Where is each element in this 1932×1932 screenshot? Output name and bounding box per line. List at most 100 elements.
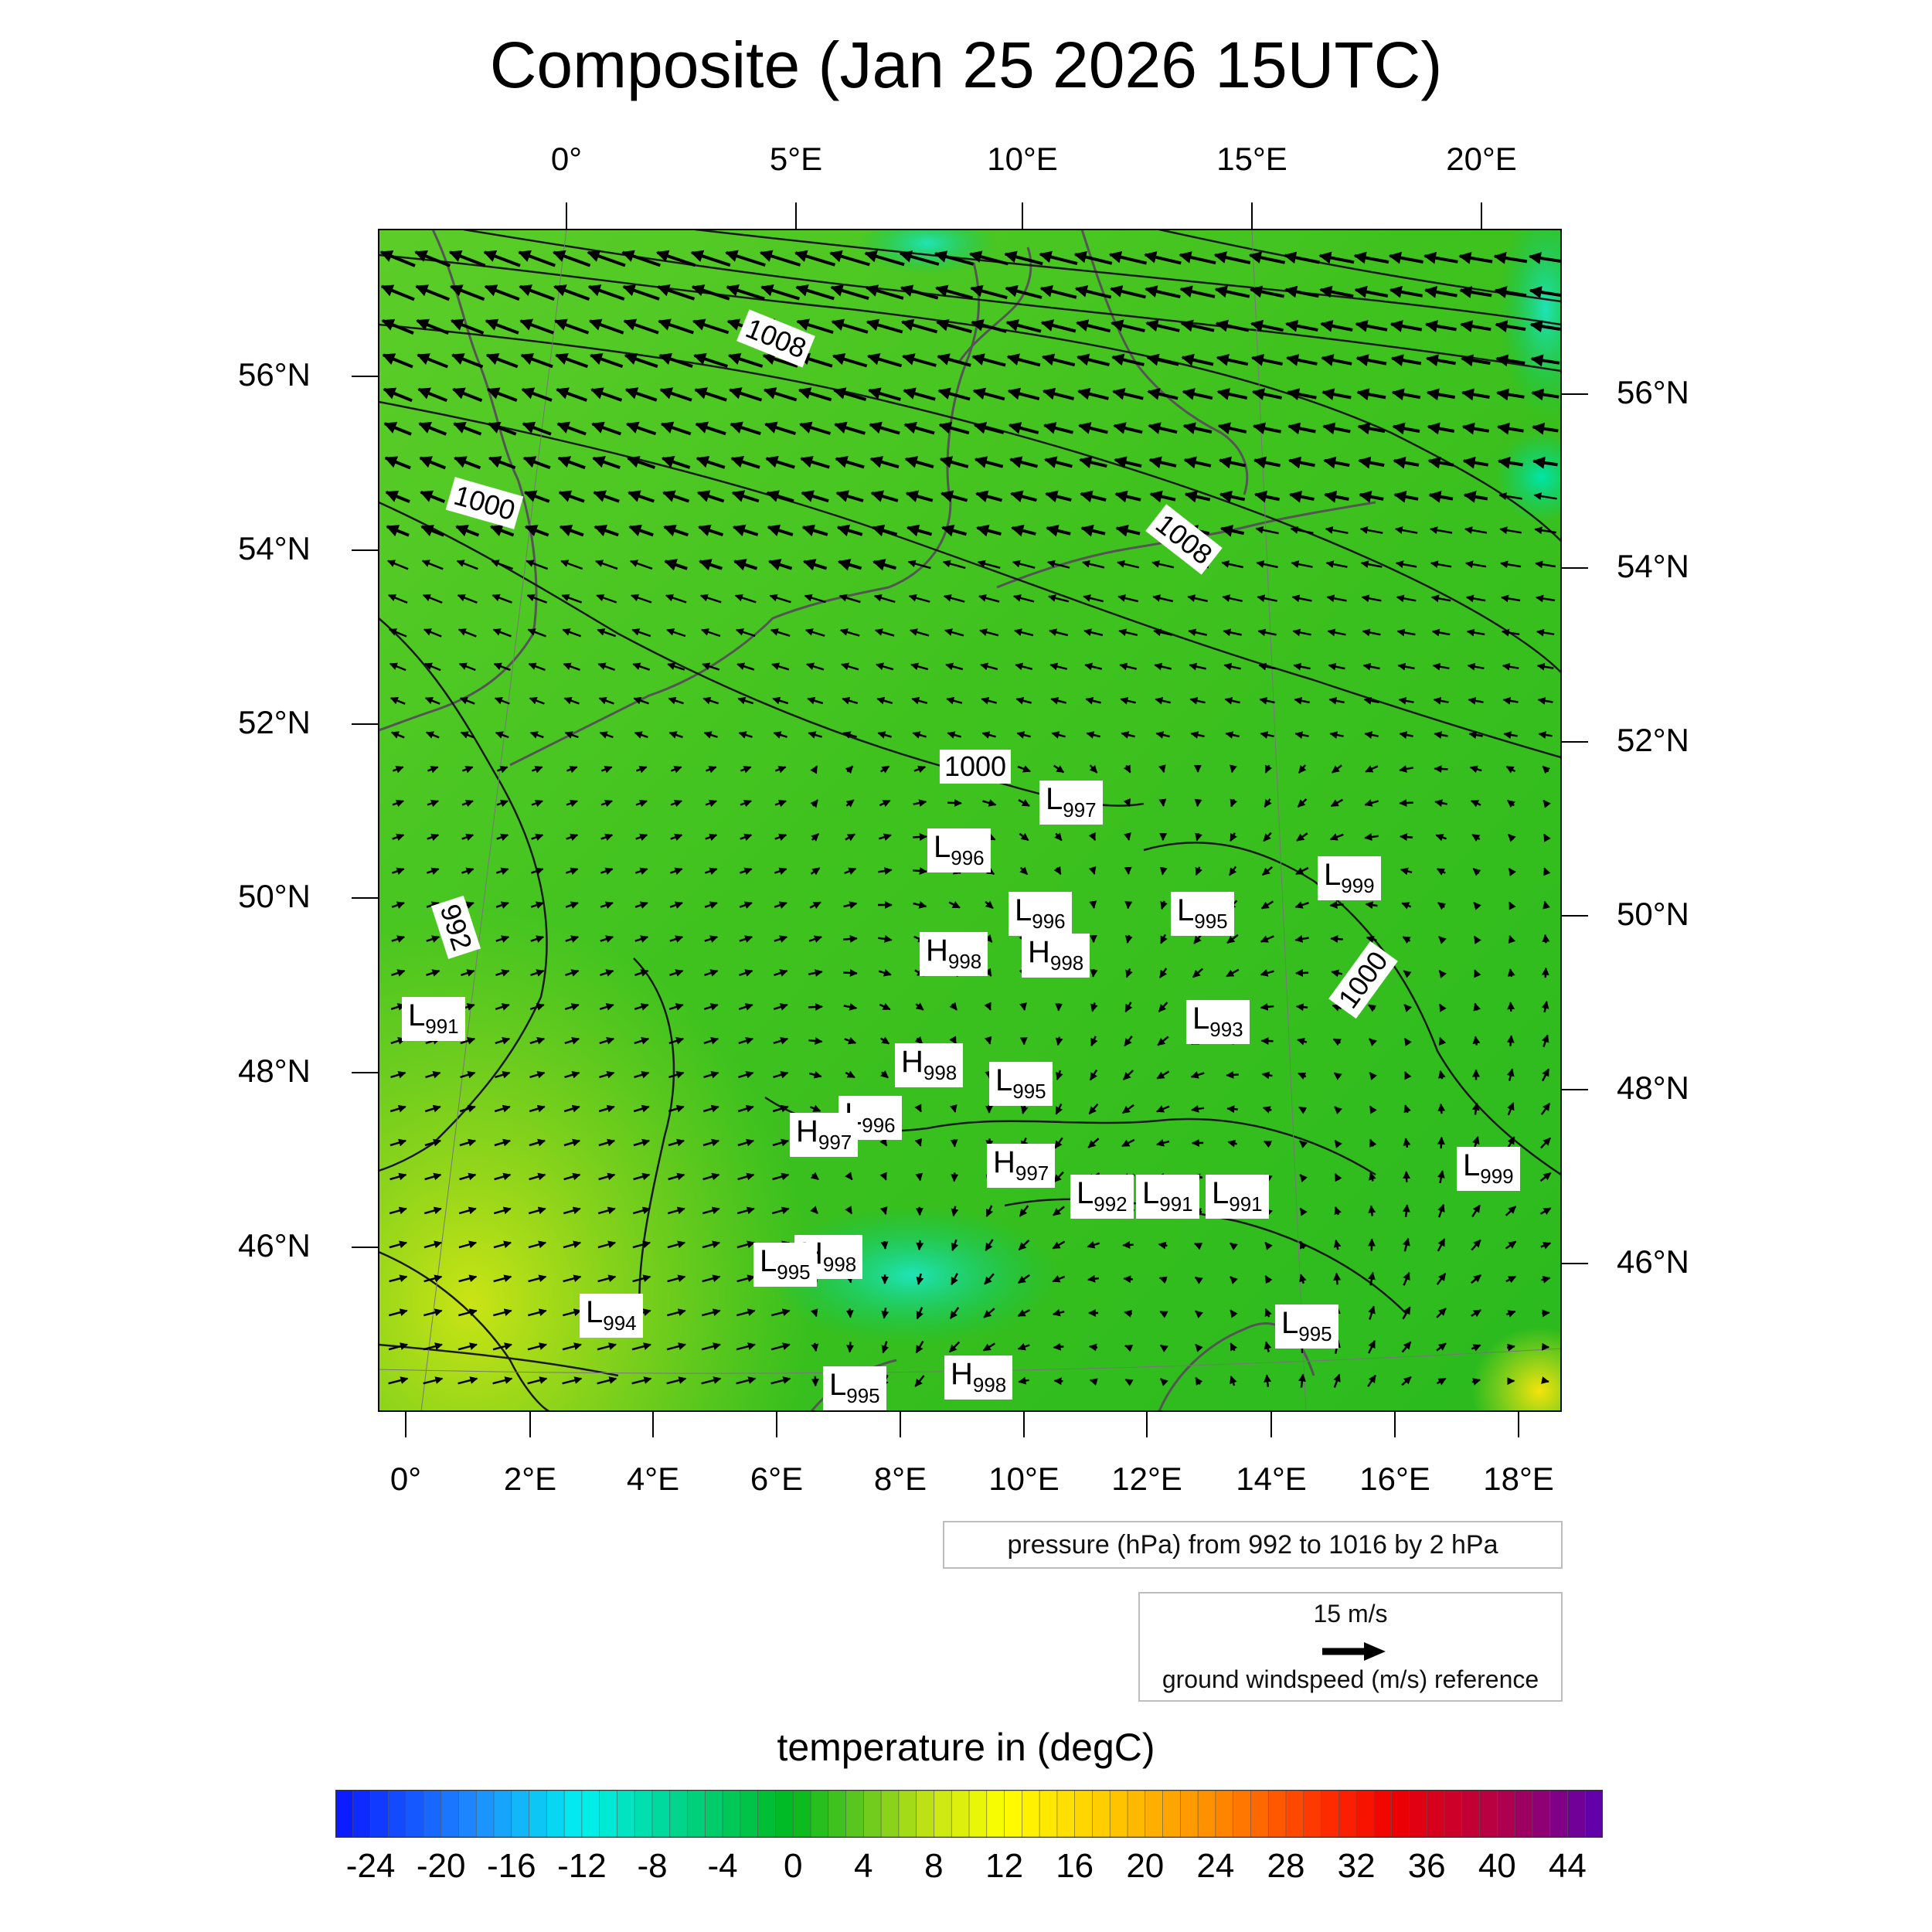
colorbar-cell <box>1303 1790 1322 1838</box>
wind-vector-arrow <box>984 968 992 977</box>
bottom-lon-label: 6°E <box>750 1461 804 1497</box>
wind-vector-arrow <box>1018 1376 1029 1385</box>
pressure-center-value: 999 <box>1341 874 1375 897</box>
colorbar-tick-label: 36 <box>1407 1847 1446 1885</box>
wind-vector-arrow <box>770 1376 791 1385</box>
wind-vector-arrow <box>1251 388 1283 400</box>
wind-vector-arrow <box>559 524 584 537</box>
wind-vector-arrow <box>1285 319 1318 332</box>
wind-vector-arrow <box>631 1376 652 1385</box>
wind-vector-arrow <box>1190 731 1205 739</box>
wind-vector-arrow <box>659 387 692 402</box>
wind-vector-arrow <box>1401 1376 1412 1386</box>
high-pressure-center: H998 <box>895 1043 964 1087</box>
wind-vector-arrow <box>1506 1343 1515 1352</box>
colorbar-cell <box>563 1790 583 1838</box>
wind-vector-arrow <box>701 1308 721 1317</box>
wind-vector-arrow <box>982 799 997 807</box>
wind-vector-arrow <box>590 387 623 402</box>
wind-vector-arrow <box>1079 456 1107 468</box>
bottom-lon-label: 14°E <box>1236 1461 1307 1497</box>
colorbar-tick-label: 44 <box>1548 1847 1587 1885</box>
wind-vector-arrow <box>1019 1002 1027 1011</box>
high-pressure-center: H998 <box>1022 934 1090 978</box>
wind-vector-arrow <box>1334 1139 1342 1148</box>
wind-vector-arrow <box>949 1307 960 1319</box>
wind-vector-arrow <box>1004 250 1043 266</box>
wind-vector-arrow <box>1179 285 1216 298</box>
wind-vector-arrow <box>668 1172 685 1181</box>
wind-vector-arrow <box>881 1308 889 1319</box>
wind-vector-arrow <box>972 387 1005 401</box>
wind-vector-arrow <box>495 1037 511 1045</box>
wind-vector-arrow <box>913 765 927 774</box>
wind-vector-arrow <box>1437 1170 1445 1184</box>
wind-vector-arrow <box>600 901 614 909</box>
wind-vector-arrow <box>1365 901 1378 910</box>
wind-vector-arrow <box>767 524 794 536</box>
wind-vector-arrow <box>1014 628 1034 637</box>
wind-vector-arrow <box>459 1138 477 1147</box>
colorbar-title: temperature in (degC) <box>777 1726 1155 1769</box>
colorbar-cell <box>1373 1790 1393 1838</box>
wind-vector-arrow <box>666 1376 687 1385</box>
wind-vector-arrow <box>937 353 971 367</box>
wind-vector-arrow <box>1297 1037 1308 1046</box>
wind-vector-arrow <box>492 628 512 638</box>
wind-vector-arrow <box>1471 1344 1481 1352</box>
wind-vector-arrow <box>1389 320 1423 332</box>
colorbar-cell <box>757 1790 777 1838</box>
pressure-center-letter: L <box>934 830 951 864</box>
wind-vector-arrow <box>1395 560 1417 569</box>
pressure-center-value: 998 <box>947 950 982 973</box>
wind-vector-arrow <box>489 525 515 537</box>
wind-vector-arrow <box>702 1240 721 1249</box>
pressure-center-letter: H <box>901 1045 923 1079</box>
wind-vector-arrow <box>1357 422 1386 435</box>
wind-vector-arrow <box>865 284 904 300</box>
wind-vector-arrow <box>523 490 550 503</box>
pressure-center-value: 995 <box>777 1260 811 1284</box>
wind-vector-arrow <box>383 422 412 436</box>
colorbar-cell <box>968 1790 988 1838</box>
wind-vector-arrow <box>391 935 406 943</box>
wind-vector-arrow <box>1152 594 1174 603</box>
colorbar-cell <box>1127 1790 1146 1838</box>
low-pressure-center: L991 <box>1206 1175 1269 1219</box>
wind-vector-arrow <box>1367 1374 1376 1387</box>
wind-vector-arrow <box>624 387 658 402</box>
wind-vector-arrow <box>634 935 649 943</box>
coastline-denmark <box>957 247 1032 364</box>
wind-vector-arrow <box>382 353 413 369</box>
wind-vector-arrow <box>975 490 1003 503</box>
wind-vector-arrow <box>909 628 930 637</box>
wind-vector-arrow <box>597 628 617 638</box>
wind-vector-arrow <box>1354 285 1389 298</box>
wind-vector-arrow <box>980 662 998 671</box>
wind-vector-arrow <box>866 318 903 334</box>
wind-vector-arrow <box>1364 833 1379 841</box>
wind-vector-arrow <box>763 387 798 402</box>
colorbar-cell <box>458 1790 478 1838</box>
wind-vector-arrow <box>949 1036 957 1045</box>
wind-vector-arrow <box>936 318 972 334</box>
wind-vector-arrow <box>1052 1275 1066 1283</box>
wind-vector-arrow <box>801 490 829 503</box>
wind-vector-arrow <box>634 1003 649 1011</box>
wind-vector-arrow <box>1012 560 1036 569</box>
wind-vector-arrow <box>739 935 753 943</box>
left-lat-label: 52°N <box>238 704 311 740</box>
wind-vector-arrow <box>739 969 753 977</box>
colorbar-cell <box>1215 1790 1234 1838</box>
wind-vector-arrow <box>1473 935 1481 944</box>
wind-vector-arrow <box>1543 900 1550 910</box>
wind-vector-arrow <box>836 524 863 537</box>
wind-vector-arrow <box>1264 1241 1273 1250</box>
wind-vector-arrow <box>1087 1138 1100 1148</box>
wind-vector-arrow <box>669 901 683 909</box>
wind-vector-arrow <box>903 387 936 401</box>
wind-vector-arrow <box>913 799 927 808</box>
wind-vector-arrow <box>587 250 626 267</box>
colorbar-cell <box>687 1790 706 1838</box>
wind-vector-arrow <box>1503 731 1518 739</box>
